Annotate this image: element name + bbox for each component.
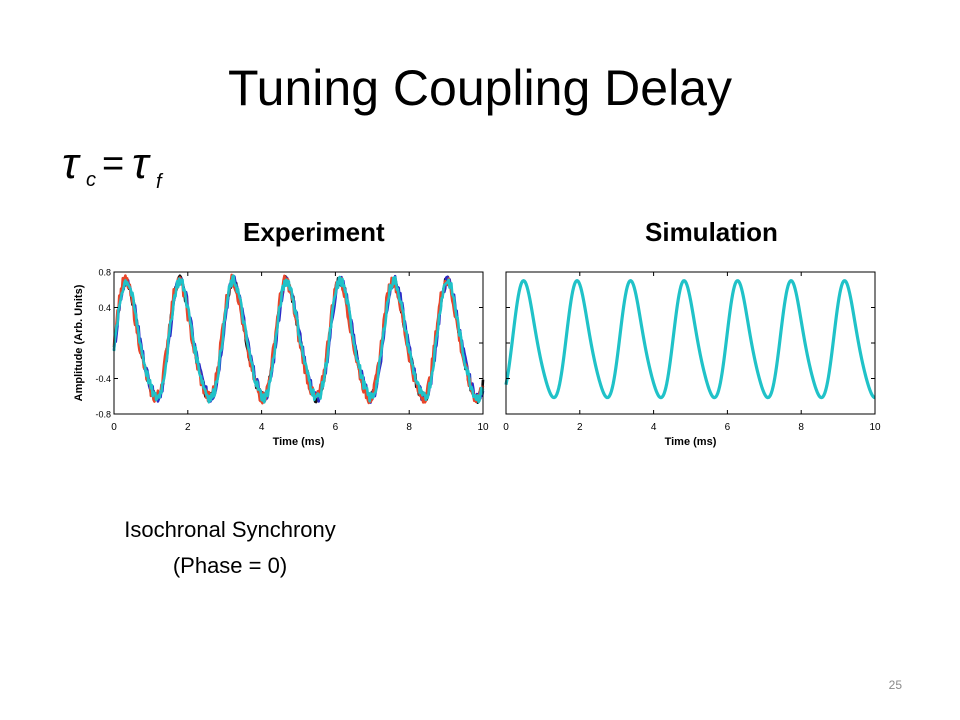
page-number: 25 bbox=[888, 678, 902, 692]
simulation-chart: 0 2 4 6 8 10 Time (ms) bbox=[503, 271, 881, 448]
x-tick-label: 10 bbox=[869, 422, 881, 433]
x-tick-label: 0 bbox=[503, 422, 509, 433]
experiment-chart: 0 2 4 6 8 10 -0.8 -0.4 0.4 0.8 Time (ms) Amplitude … bbox=[73, 268, 489, 449]
experiment-title: Experiment bbox=[243, 217, 385, 247]
series-line-1 bbox=[504, 279, 876, 400]
x-tick-label: 8 bbox=[798, 422, 804, 433]
formula: τ c = τ f bbox=[62, 139, 164, 193]
x-tick-label: 6 bbox=[333, 422, 339, 433]
y-tick-label: 0.8 bbox=[98, 268, 111, 278]
svg-text:τ: τ bbox=[62, 139, 81, 188]
x-tick-label: 2 bbox=[185, 422, 191, 433]
slide-title: Tuning Coupling Delay bbox=[227, 60, 732, 116]
charts-area: 0 2 4 6 8 10 -0.8 -0.4 0.4 0.8 Time (ms) Amplitude … bbox=[73, 268, 881, 449]
svg-text:f: f bbox=[156, 171, 164, 193]
y-axis-label: Amplitude (Arb. Units) bbox=[73, 284, 85, 401]
x-tick-label: 2 bbox=[577, 422, 583, 433]
svg-text:τ: τ bbox=[132, 139, 151, 188]
svg-text:c: c bbox=[86, 169, 96, 191]
caption-line-1: Isochronal Synchrony bbox=[124, 517, 336, 542]
x-tick-label: 6 bbox=[725, 422, 731, 433]
x-tick-label: 8 bbox=[406, 422, 412, 433]
x-tick-label: 4 bbox=[651, 422, 657, 433]
series-line-4 bbox=[112, 274, 485, 404]
y-tick-label: -0.4 bbox=[95, 374, 111, 384]
x-axis-label: Time (ms) bbox=[273, 436, 325, 448]
y-tick-label: -0.8 bbox=[95, 410, 111, 420]
y-tick-label: 0.4 bbox=[98, 303, 111, 313]
x-tick-label: 0 bbox=[111, 422, 117, 433]
simulation-title: Simulation bbox=[645, 217, 778, 247]
svg-text:=: = bbox=[102, 143, 124, 185]
x-tick-label: 10 bbox=[477, 422, 489, 433]
x-tick-label: 4 bbox=[259, 422, 265, 433]
caption-line-2: (Phase = 0) bbox=[172, 553, 288, 578]
x-axis-label: Time (ms) bbox=[665, 436, 717, 448]
